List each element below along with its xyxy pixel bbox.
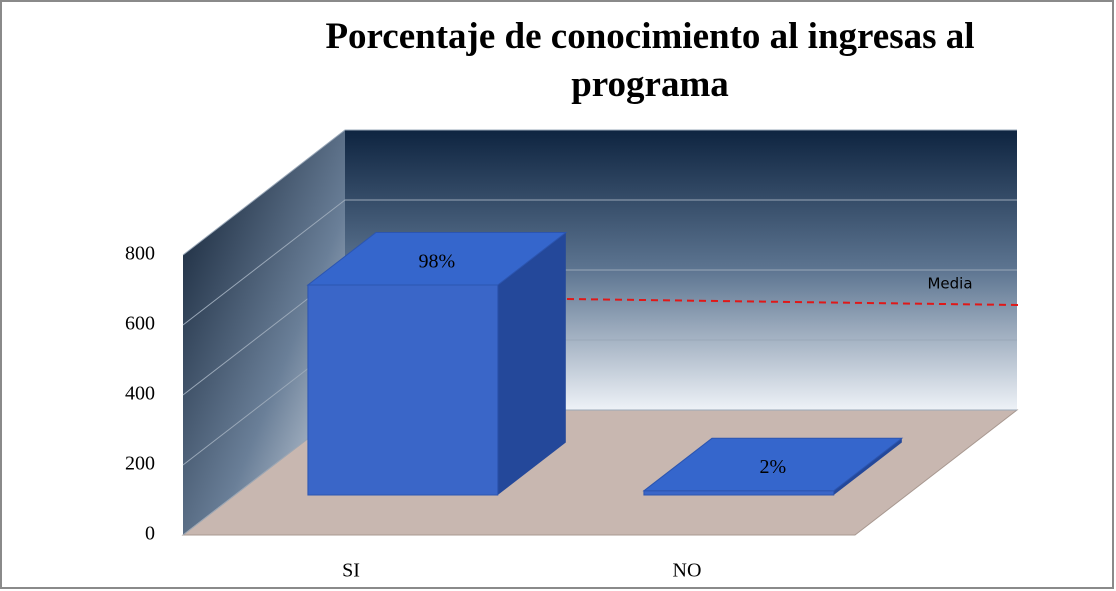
value-label: 2%	[760, 456, 787, 478]
grid-line	[182, 199, 1017, 326]
bar-side	[833, 438, 902, 495]
y-tick-label: 0	[145, 523, 155, 545]
bar-front	[643, 490, 835, 496]
y-tick-label: 400	[125, 383, 155, 405]
bar-side	[497, 232, 566, 495]
value-label: 98%	[419, 250, 456, 272]
annotation: Media	[927, 275, 972, 293]
y-tick-label: 600	[125, 313, 155, 335]
media-line	[566, 298, 1019, 306]
x-tick-label: NO	[673, 560, 702, 582]
chart-title: Porcentaje de conocimiento al ingresas a…	[325, 16, 974, 105]
y-tick-label: 200	[125, 453, 155, 475]
x-tick-label: SI	[342, 560, 360, 582]
grid-line	[182, 129, 1017, 256]
bar-front	[307, 284, 499, 496]
bar-top	[306, 232, 568, 286]
plot-area: 0 200 400 600 800 Media SI 98% NO 2%	[125, 129, 1019, 582]
y-tick-label: 800	[125, 243, 155, 265]
bar-top	[642, 437, 904, 492]
